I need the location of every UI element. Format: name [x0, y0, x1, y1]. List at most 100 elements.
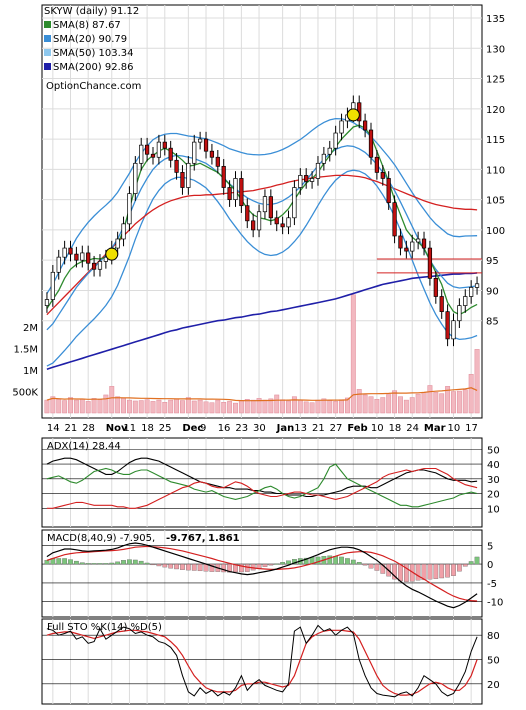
macd-title-main: MACD(8,40,9) -7.905, — [47, 533, 155, 544]
volume-bar — [462, 389, 468, 414]
macd-histogram-bar — [262, 563, 268, 567]
price-panel: 85 90 95 100 105 110 115 120 125 130 135 500K 1M 1.5M… — [12, 4, 505, 419]
macd-histogram-bar — [68, 559, 73, 565]
candle-body — [256, 211, 262, 231]
volume-bar — [339, 399, 344, 414]
macd-histogram-bar — [368, 563, 374, 569]
candle-body — [162, 141, 167, 149]
earnings-marker — [105, 247, 119, 261]
volume-tick-label: 1.5M — [13, 345, 38, 356]
date-tick-label: Nov — [106, 423, 128, 434]
price-tick-label: 85 — [486, 317, 499, 328]
macd-histogram-bar — [138, 560, 144, 565]
volume-bar — [362, 394, 368, 414]
macd-histogram-bar — [191, 563, 197, 571]
legend-swatch-sma200 — [44, 63, 51, 70]
candle-body — [362, 120, 368, 131]
volume-bar — [156, 399, 162, 414]
candle-body — [144, 144, 150, 155]
macd-histogram-bar — [474, 556, 480, 565]
volume-tick-label: 1M — [23, 366, 38, 377]
candle-body — [168, 147, 173, 161]
candle-body — [227, 187, 232, 200]
date-tick-label: Feb — [347, 423, 367, 434]
candle-body — [44, 299, 50, 306]
macd-line — [46, 542, 478, 609]
legend-sma200: SMA(200) 92.86 — [53, 62, 134, 73]
candle-body — [127, 193, 132, 225]
candle-body — [410, 241, 415, 252]
sma200-line — [46, 272, 478, 370]
adx-title: ADX(14) 28.44 — [47, 441, 121, 452]
macd-histogram-bar — [127, 559, 132, 565]
date-tick-label: 28 — [82, 423, 95, 434]
candle-body — [386, 178, 391, 204]
candle-body — [56, 256, 61, 273]
date-tick-label: 14 — [47, 423, 60, 434]
macd-histogram-bar — [345, 558, 350, 565]
candle-body — [298, 175, 303, 188]
macd-histogram-bar — [315, 556, 321, 565]
earnings-marker — [346, 108, 360, 122]
panel-tick-label: 20 — [487, 680, 500, 691]
price-tick-label: 135 — [486, 14, 505, 25]
macd-signal-value: -9.767, — [166, 533, 206, 544]
panel-tick-label: 50 — [487, 655, 500, 666]
panel-tick-label: 10 — [487, 504, 500, 515]
macd-histogram-bar — [74, 560, 79, 565]
volume-bar — [356, 389, 362, 414]
volume-bar — [132, 400, 138, 414]
volume-bar — [280, 399, 286, 414]
candle-body — [392, 202, 397, 237]
volume-bar — [103, 394, 109, 414]
volume-bar — [468, 374, 474, 414]
candle-body — [68, 247, 73, 255]
volume-bar — [138, 400, 144, 414]
volume-bar — [291, 396, 297, 414]
macd-histogram-bar — [415, 563, 421, 581]
volume-bar — [215, 399, 221, 414]
minus-di-line — [46, 467, 478, 509]
candle-body — [97, 261, 103, 270]
sma20-line — [46, 145, 478, 331]
candle-body — [251, 220, 256, 231]
price-tick-label: 95 — [486, 256, 499, 267]
volume-bar — [380, 397, 386, 414]
watermark: OptionChance.com — [46, 81, 141, 92]
volume-bar — [191, 400, 197, 414]
macd-histogram-bar — [256, 563, 262, 569]
volume-bar — [185, 397, 191, 414]
candle-body — [198, 138, 203, 143]
price-tick-label: 120 — [486, 105, 505, 116]
macd-histogram-bar — [327, 555, 333, 565]
legend-swatch-sma8 — [44, 21, 51, 28]
volume-bar — [262, 399, 268, 414]
macd-histogram-bar — [392, 563, 397, 580]
macd-histogram-bar — [121, 560, 126, 565]
date-tick-label: 18 — [389, 423, 402, 434]
volume-bar — [109, 386, 115, 414]
date-tick-label: 18 — [141, 423, 154, 434]
macd-histogram-bar — [468, 561, 474, 565]
candle-body — [469, 287, 474, 297]
macd-histogram-bar — [421, 563, 427, 581]
candle-body — [380, 172, 385, 179]
candle-body — [457, 305, 462, 322]
volume-bar — [244, 398, 250, 414]
macd-histogram-bar — [62, 558, 67, 565]
macd-histogram-bar — [350, 559, 356, 565]
macd-histogram-bar — [44, 560, 50, 565]
volume-bar — [250, 399, 256, 414]
chart-title: SKYW (daily) 91.12 — [44, 6, 139, 17]
price-tick-label: 125 — [486, 75, 505, 86]
volume-bar — [73, 399, 79, 414]
macd-histogram-bar — [115, 561, 120, 565]
volume-bar — [456, 390, 462, 414]
volume-bar — [368, 396, 374, 414]
macd-histogram-bar — [462, 563, 468, 567]
date-tick-label: Dec — [182, 423, 203, 434]
candle-body — [62, 247, 67, 258]
candle-body — [404, 247, 409, 252]
sto-k-line — [46, 624, 478, 698]
